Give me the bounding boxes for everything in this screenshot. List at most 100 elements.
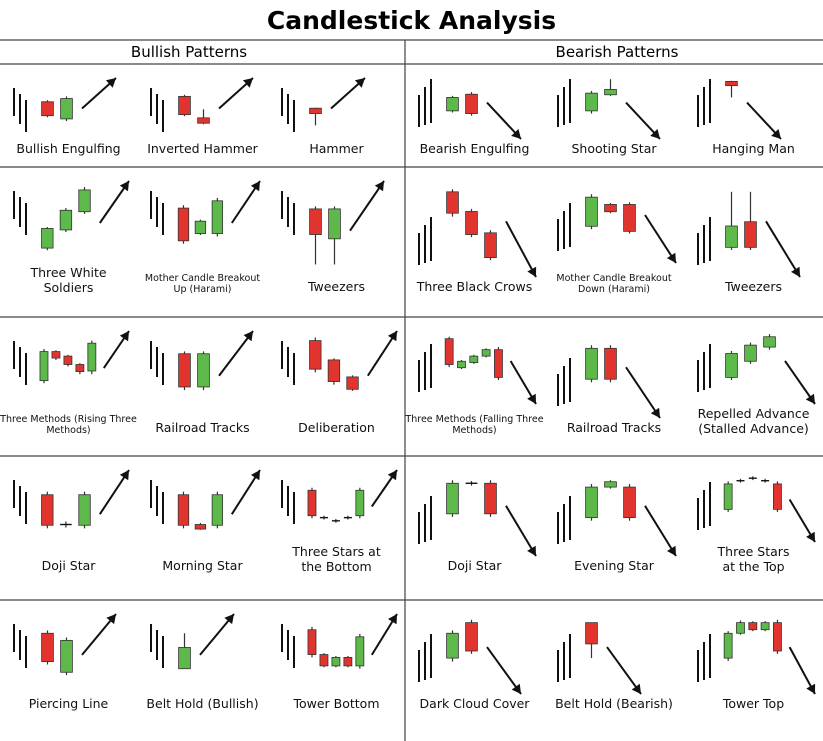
candle-bull	[736, 620, 745, 635]
arrow-up-icon	[81, 613, 117, 656]
candle-body	[484, 482, 497, 515]
arrow-up-icon	[349, 180, 385, 232]
pattern-label: Deliberation	[298, 420, 375, 435]
candle-body	[465, 93, 478, 114]
pattern-tower-top: Tower Top	[697, 619, 816, 711]
pattern-label-line: Doji Star	[448, 558, 503, 573]
candle-bear	[484, 230, 497, 261]
pattern-label: Bearish Engulfing	[420, 141, 530, 156]
pattern-mother-candle-breakout-up: Mother Candle Breakout Up (Harami)	[145, 180, 261, 295]
pattern-label-line: Methods)	[452, 425, 496, 436]
candle-bear	[41, 100, 54, 118]
page-title: Candlestick Analysis	[267, 6, 556, 35]
arrow-down-icon	[505, 220, 537, 278]
arrow-up-icon	[102, 330, 130, 369]
candle-doji	[319, 515, 328, 520]
candle-bear	[773, 481, 782, 512]
pattern-label-line: Three Stars	[717, 544, 790, 559]
arrow-up-icon	[330, 77, 366, 110]
pattern-label-line: the Bottom	[301, 559, 371, 574]
pattern-tweezers-top: Tweezers	[697, 191, 801, 294]
pattern-label-line: Hammer	[309, 141, 364, 156]
candle-bear	[585, 622, 598, 659]
candle-body	[725, 353, 738, 378]
arrow-head	[650, 407, 660, 418]
candle-body	[446, 191, 459, 214]
candle-body	[41, 101, 54, 117]
candle-body	[41, 228, 54, 249]
pattern-label-line: Bearish Engulfing	[420, 141, 530, 156]
candle-body	[60, 639, 73, 673]
pattern-label: Three Stars at the Bottom	[291, 544, 381, 574]
pattern-piercing-line: Piercing Line	[13, 613, 117, 711]
pattern-label: Morning Star	[162, 558, 243, 573]
prior-trend-lines	[281, 480, 295, 524]
pattern-evening-star: Evening Star	[557, 480, 677, 573]
candle-bear	[194, 522, 207, 530]
candle-bear	[446, 189, 459, 217]
candle-body	[319, 654, 329, 667]
arrow-shaft	[218, 330, 254, 377]
candle-bear	[604, 203, 617, 214]
pattern-label: Bullish Engulfing	[16, 141, 120, 156]
pattern-label-line: Tweezers	[307, 279, 365, 294]
arrow-down-icon	[606, 646, 642, 695]
pattern-cells: Bullish Engulfing Inverted Hammer Hammer Th…	[0, 77, 816, 711]
pattern-label: Hanging Man	[712, 141, 795, 156]
pattern-label: Dark Cloud Cover	[420, 696, 531, 711]
arrow-up-icon	[98, 469, 130, 515]
candle-bear	[75, 363, 85, 375]
candle-body	[194, 524, 207, 530]
candle-bull	[725, 350, 738, 380]
candle-bear	[346, 375, 359, 391]
candle-body	[585, 196, 598, 227]
candle-bull	[725, 191, 738, 250]
prior-trend-lines	[697, 344, 711, 392]
candle-bear	[177, 205, 190, 244]
pattern-label: Mother Candle Breakout Down (Harami)	[556, 273, 671, 295]
candle-body	[197, 353, 210, 388]
arrow-head	[631, 683, 641, 694]
candle-bull	[41, 227, 54, 251]
pattern-railroad-tracks-bearish: Railroad Tracks	[557, 345, 661, 435]
candle-bear	[494, 347, 503, 380]
arrow-shaft	[644, 505, 677, 557]
arrow-head	[527, 393, 536, 404]
candle-bull	[481, 348, 491, 358]
pattern-label-line: Inverted Hammer	[147, 141, 258, 156]
pattern-deliberation-bullish: Deliberation	[281, 330, 398, 435]
candle-bull	[194, 219, 207, 235]
candle-body	[585, 347, 598, 380]
pattern-label-line: (Stalled Advance)	[698, 421, 809, 436]
candle-bear	[307, 487, 317, 519]
arrow-head	[387, 470, 397, 481]
candle-body	[623, 486, 636, 519]
candle-bear	[41, 491, 54, 529]
pattern-doji-star-bearish: Doji Star	[418, 480, 537, 573]
candle-bear	[484, 480, 497, 517]
candle-bear	[41, 630, 54, 665]
prior-trend-lines	[150, 624, 164, 668]
section-title-bullish: Bullish Patterns	[131, 43, 247, 61]
arrow-shaft	[625, 366, 661, 419]
arrow-down-icon	[486, 646, 522, 695]
candle-bull	[328, 206, 341, 265]
pattern-label-line: Methods)	[46, 425, 90, 436]
candle-body	[604, 204, 617, 213]
arrow-down-icon	[509, 360, 537, 405]
candle-bull	[331, 655, 341, 668]
candle-bear	[327, 358, 341, 385]
prior-trend-lines	[13, 624, 27, 668]
pattern-label-line: at the Top	[722, 559, 784, 574]
candle-body	[178, 95, 191, 116]
prior-trend-lines	[281, 341, 295, 385]
candle-bull	[178, 633, 191, 670]
arrow-head	[388, 614, 397, 625]
pattern-label-line: Repelled Advance	[698, 406, 810, 421]
candle-bull	[211, 491, 224, 529]
prior-trend-lines	[418, 634, 432, 682]
arrow-up-icon	[366, 330, 398, 377]
candle-body	[604, 481, 617, 488]
candle-body	[41, 632, 54, 663]
